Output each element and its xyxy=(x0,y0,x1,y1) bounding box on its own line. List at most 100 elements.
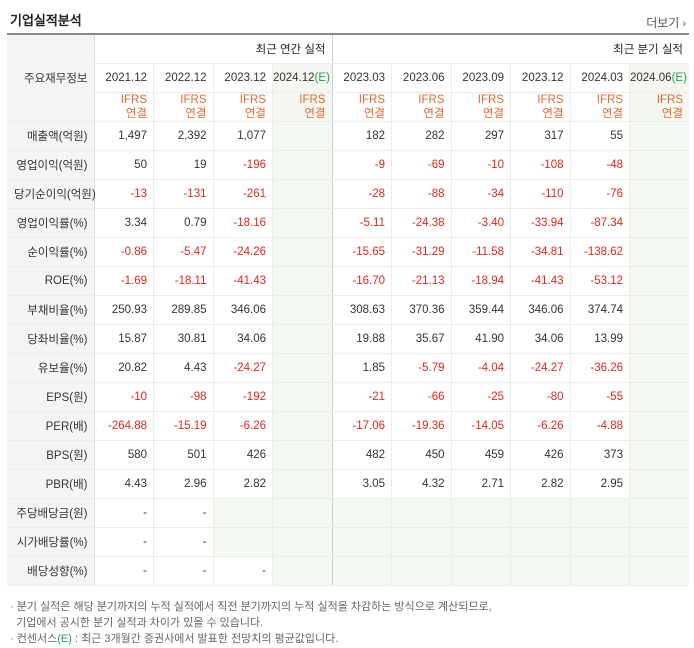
row-label: EPS(원) xyxy=(7,381,95,412)
table-cell xyxy=(629,556,689,586)
table-cell: 4.43 xyxy=(153,353,213,383)
table-cell: 15.87 xyxy=(94,324,154,354)
table-cell xyxy=(212,497,273,528)
table-cell: -15.19 xyxy=(153,411,213,441)
row-label: 주당배당금(원) xyxy=(7,497,95,528)
table-cell: -264.88 xyxy=(94,411,154,441)
table-row: 영업이익(억원) 50 19 -196 -9 -69 -10 -108 -48 xyxy=(7,150,689,180)
table-cell xyxy=(272,237,333,267)
ifrs-basis-label: IFRS 연결 xyxy=(153,92,213,122)
table-row: 당기순이익(억원) -13 -131 -261 -28 -88 -34 -110 -76 xyxy=(7,179,689,209)
footnote-line: · 분기 실적은 해당 분기까지의 누적 실적에서 직전 분기까지의 누적 실적… xyxy=(10,601,492,613)
table-cell: -24.38 xyxy=(391,207,451,238)
table-row: 매출액(억원) 1,497 2,392 1,077 182 282 297 317 55 xyxy=(7,121,689,151)
table-cell xyxy=(272,324,333,354)
annual-group-header: 최근 연간 실적 xyxy=(94,34,333,64)
table-cell xyxy=(629,381,689,412)
table-cell: -18.94 xyxy=(450,266,511,296)
footnotes: · 분기 실적은 해당 분기까지의 누적 실적에서 직전 분기까지의 누적 실적… xyxy=(10,599,492,647)
table-cell xyxy=(272,207,333,238)
table-row: 부채비율(%) 250.93 289.85 346.06 308.63 370.36 359… xyxy=(7,294,689,325)
row-label: PER(배) xyxy=(7,411,95,441)
footnote-line: 기업에서 공시한 분기 실적과 차이가 있을 수 있습니다. xyxy=(16,617,264,629)
table-cell: -98 xyxy=(153,381,213,412)
table-cell: -4.04 xyxy=(450,353,511,383)
table-cell: - xyxy=(153,556,213,586)
ifrs-basis-label: IFRS 연결 xyxy=(450,92,511,122)
row-label: 매출액(억원) xyxy=(7,121,95,151)
table-cell: -21 xyxy=(332,381,392,412)
table-cell xyxy=(629,353,689,383)
table-cell: -6.26 xyxy=(510,411,570,441)
table-cell xyxy=(629,150,689,180)
row-label: 시가배당률(%) xyxy=(7,527,95,557)
table-cell: -33.94 xyxy=(510,207,570,238)
ifrs-basis-label: IFRS 연결 xyxy=(332,92,392,122)
table-cell: 459 xyxy=(450,440,511,470)
table-cell: 19.88 xyxy=(332,324,392,354)
table-cell xyxy=(629,179,689,209)
table-cell: 35.67 xyxy=(391,324,451,354)
table-cell: 289.85 xyxy=(153,294,213,325)
table-cell: 346.06 xyxy=(212,294,273,325)
table-cell: -3.40 xyxy=(450,207,511,238)
table-cell: 250.93 xyxy=(94,294,154,325)
table-cell: -110 xyxy=(510,179,570,209)
section-title: 기업실적분석 xyxy=(10,13,82,28)
table-cell xyxy=(272,179,333,209)
more-link[interactable]: 더보기 › xyxy=(646,14,686,31)
table-cell: 3.05 xyxy=(332,469,392,499)
table-cell: 0.79 xyxy=(153,207,213,238)
table-cell: - xyxy=(94,497,154,528)
table-cell: 346.06 xyxy=(510,294,570,325)
table-row: BPS(원) 580 501 426 482 450 459 426 373 xyxy=(7,440,689,470)
table-cell: 34.06 xyxy=(510,324,570,354)
table-cell xyxy=(332,556,392,586)
table-cell: -1.69 xyxy=(94,266,154,296)
table-cell xyxy=(212,527,273,557)
table-cell xyxy=(450,527,511,557)
table-cell: 2,392 xyxy=(153,121,213,151)
table-cell xyxy=(272,150,333,180)
table-cell: 501 xyxy=(153,440,213,470)
table-row: PBR(배) 4.43 2.96 2.82 3.05 4.32 2.71 2.82 2.95 xyxy=(7,469,689,499)
table-cell: 297 xyxy=(450,121,511,151)
table-cell: -24.27 xyxy=(510,353,570,383)
financial-table: 주요재무정보 최근 연간 실적 최근 분기 실적 2021.12 2022.12 2… xyxy=(7,33,689,586)
table-cell xyxy=(629,411,689,441)
chevron-right-icon: › xyxy=(682,18,686,30)
table-cell: -66 xyxy=(391,381,451,412)
table-cell: 2.95 xyxy=(569,469,630,499)
table-cell: 426 xyxy=(212,440,273,470)
row-label: 배당성향(%) xyxy=(7,556,95,586)
table-cell: -131 xyxy=(153,179,213,209)
more-label: 더보기 xyxy=(646,16,680,30)
ifrs-basis-label: IFRS 연결 xyxy=(391,92,451,122)
table-cell: -55 xyxy=(569,381,630,412)
table-cell: 370.36 xyxy=(391,294,451,325)
table-cell xyxy=(629,237,689,267)
table-cell: -21.13 xyxy=(391,266,451,296)
table-cell xyxy=(391,497,451,528)
row-label: BPS(원) xyxy=(7,440,95,470)
period-header: 2023.12 xyxy=(510,63,570,93)
table-cell: 4.32 xyxy=(391,469,451,499)
table-cell xyxy=(391,556,451,586)
table-row: EPS(원) -10 -98 -192 -21 -66 -25 -80 -55 xyxy=(7,381,689,412)
table-cell: -34.81 xyxy=(510,237,570,267)
table-cell: -192 xyxy=(212,381,273,412)
table-cell xyxy=(272,266,333,296)
ifrs-basis-label: IFRS 연결 xyxy=(94,92,154,122)
table-cell: -5.47 xyxy=(153,237,213,267)
table-cell: -261 xyxy=(212,179,273,209)
period-header: 2023.12 xyxy=(212,63,273,93)
ifrs-basis-label: IFRS 연결 xyxy=(212,92,273,122)
row-label: 영업이익률(%) xyxy=(7,207,95,238)
table-cell xyxy=(629,294,689,325)
row-label: 유보율(%) xyxy=(7,353,95,383)
table-cell: -48 xyxy=(569,150,630,180)
table-cell: -6.26 xyxy=(212,411,273,441)
table-cell xyxy=(629,497,689,528)
table-cell xyxy=(332,497,392,528)
table-cell xyxy=(450,497,511,528)
